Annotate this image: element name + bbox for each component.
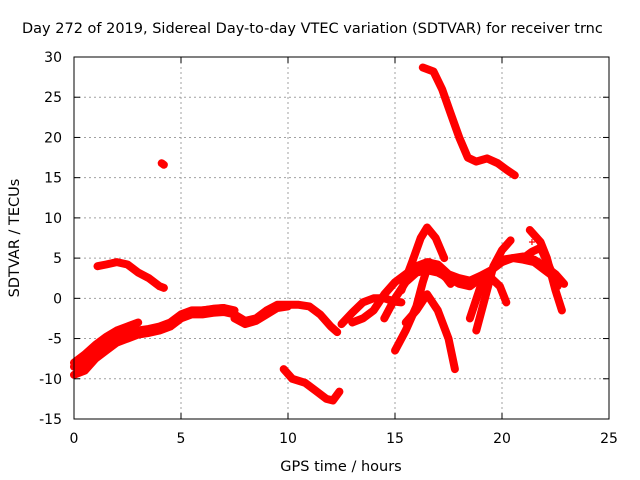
y-tick-label: 10 [44,211,62,227]
series-arc-3 [70,318,143,367]
y-axis-label: SDTVAR / TECUs [7,179,23,298]
series-arc-14 [401,290,459,374]
x-tick-label: 0 [70,431,79,447]
series-arc-8 [279,365,344,405]
y-tick-label: 0 [53,291,62,307]
series-arc-19 [519,243,562,291]
y-tick-label: 25 [44,90,62,106]
y-tick-label: 5 [53,251,62,267]
x-tick-label: 10 [279,431,297,447]
x-tick-label: 25 [600,431,618,447]
grid [74,57,609,419]
point-marker-0 [528,239,535,246]
series-arc-17 [465,274,511,323]
axis-ticks: 0 5 10 15 20 25 -15 -10 -5 0 5 10 15 20 25 30 [39,50,618,447]
y-tick-label: 15 [44,171,62,187]
series-arc-4 [93,258,168,292]
series-arc-5 [157,159,168,169]
x-tick-label: 5 [177,431,186,447]
series-arc-15 [418,63,519,180]
series-arc-13 [397,223,449,295]
series-arc-7 [230,302,292,329]
y-tick-label: -10 [39,372,62,388]
y-tick-label: -5 [48,332,62,348]
y-tick-label: -15 [39,412,62,428]
series-arc-12 [391,258,455,355]
chart-title: Day 272 of 2019, Sidereal Day-to-day VTE… [22,21,603,37]
series-arc-16 [472,236,515,335]
plot-frame [73,56,610,420]
x-tick-label: 20 [493,431,511,447]
y-tick-label: 20 [44,130,62,146]
x-axis-label: GPS time / hours [280,459,401,475]
x-tick-label: 15 [386,431,404,447]
series-arc-11 [380,254,566,323]
y-tick-label: 30 [44,50,62,66]
data-series [70,63,569,405]
